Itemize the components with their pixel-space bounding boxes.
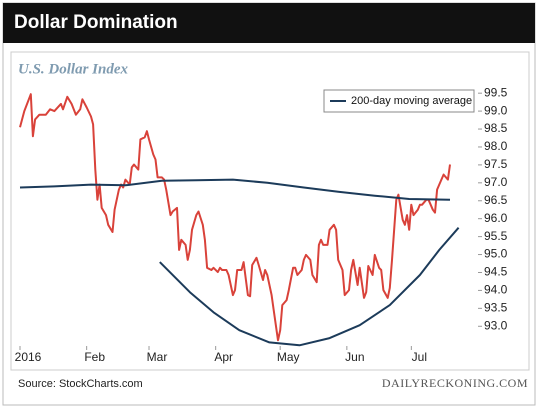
legend-label: 200-day moving average (351, 95, 472, 107)
credit: DAILYRECKONING.COM (382, 376, 528, 390)
header-bar (3, 3, 535, 43)
y-tick-label: 98.5 (484, 121, 508, 135)
x-tick-label: Mar (147, 350, 168, 364)
y-tick-label: 93.5 (484, 301, 508, 315)
y-tick-label: 94.5 (484, 265, 508, 279)
y-tick-label: 99.5 (484, 85, 508, 99)
chart-title: Dollar Domination (14, 12, 178, 33)
series-line (159, 227, 460, 347)
x-tick-label: 2016 (15, 350, 42, 364)
plot-frame (10, 51, 530, 371)
chart-subtitle: U.S. Dollar Index (18, 61, 129, 77)
x-tick-label: Apr (214, 350, 233, 364)
y-tick-label: 95.5 (484, 229, 508, 243)
x-tick-label: May (277, 350, 300, 364)
y-tick-label: 95.0 (484, 247, 508, 261)
x-tick-label: Jun (345, 350, 364, 364)
legend-box (323, 89, 475, 113)
x-tick-label: Feb (84, 350, 105, 364)
x-tick-label: Jul (412, 350, 427, 364)
source: Source: StockCharts.com (18, 378, 143, 390)
panel (2, 2, 536, 406)
y-tick-label: 99.0 (484, 103, 508, 117)
y-tick-label: 94.0 (484, 283, 508, 297)
y-tick-label: 98.0 (484, 139, 508, 153)
y-tick-label: 97.5 (484, 157, 508, 171)
y-tick-label: 93.0 (484, 318, 508, 332)
series-line (19, 178, 451, 201)
series-line (19, 93, 451, 342)
y-tick-label: 96.0 (484, 211, 508, 225)
y-tick-label: 97.0 (484, 175, 508, 189)
y-tick-label: 96.5 (484, 193, 508, 207)
